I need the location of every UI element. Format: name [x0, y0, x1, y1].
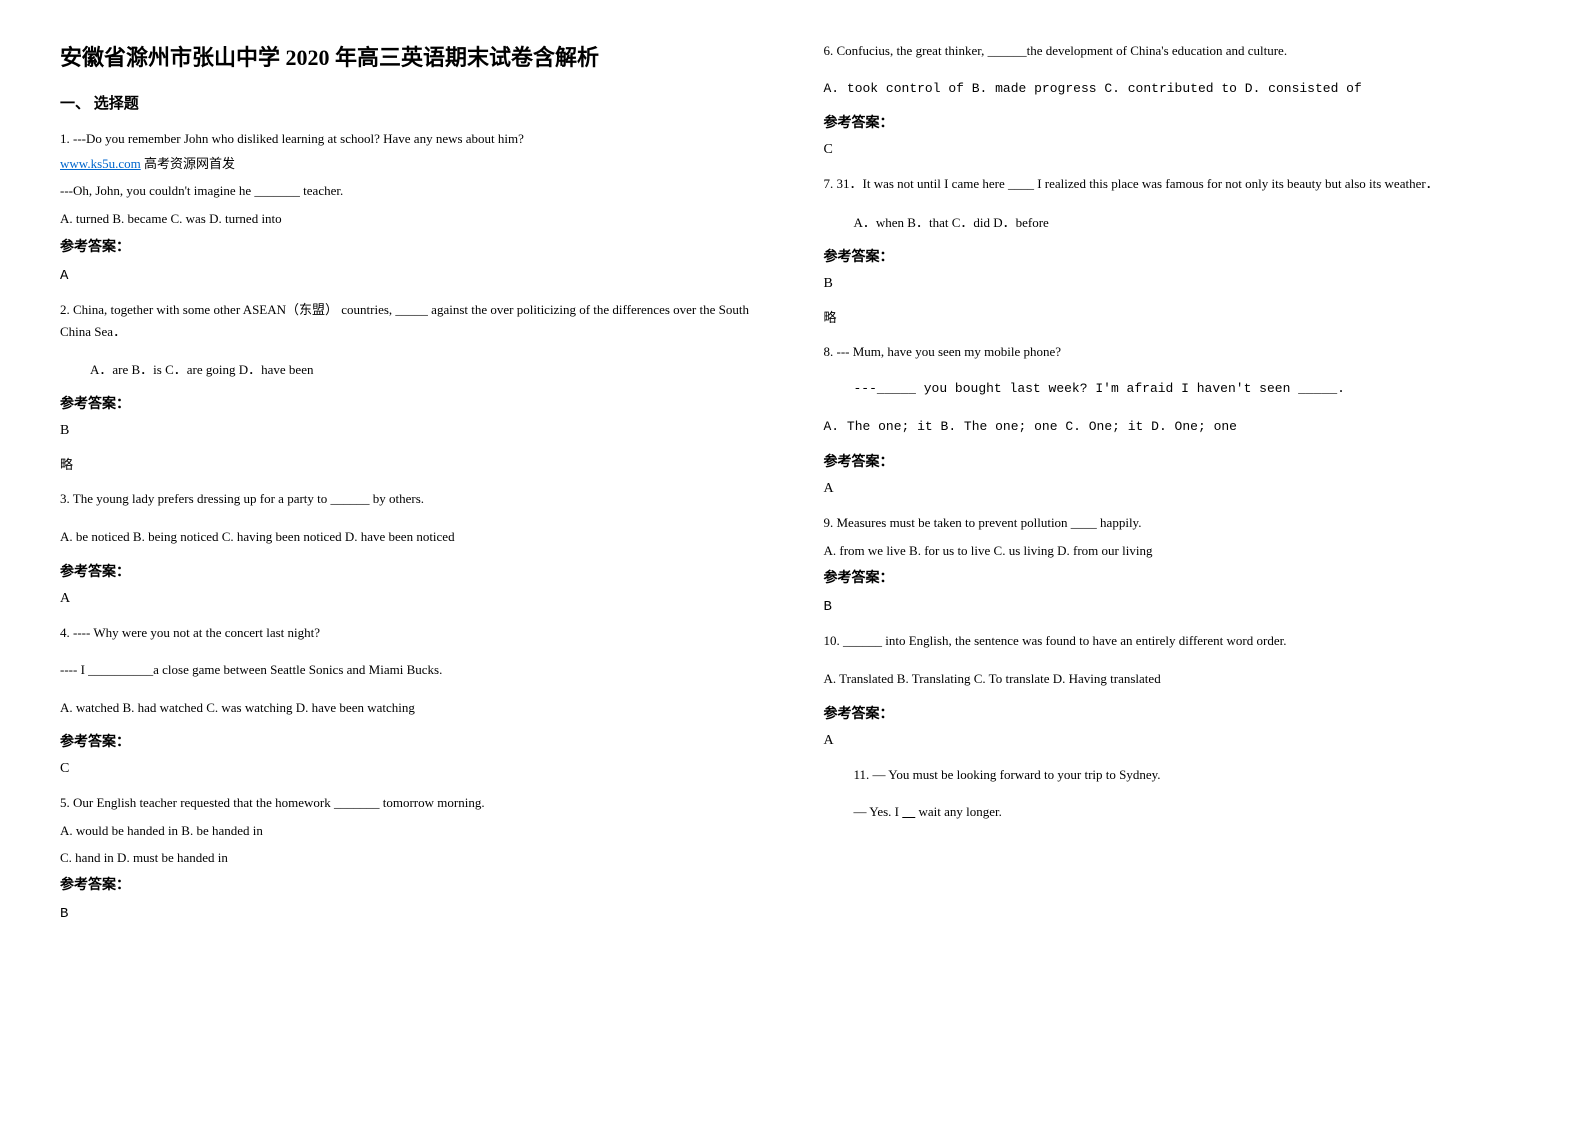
q10-answer: A [824, 733, 1528, 749]
q1-link-line: www.ks5u.com 高考资源网首发 [60, 153, 764, 175]
q6-answer: C [824, 142, 1528, 158]
q2-note: 略 [60, 454, 764, 473]
q10-answer-label: 参考答案： [824, 703, 1528, 723]
q6-line1: 6. Confucius, the great thinker, ______t… [824, 40, 1528, 62]
question-11: 11. — You must be looking forward to you… [824, 764, 1528, 823]
q10-line1: 10. ______ into English, the sentence wa… [824, 630, 1528, 652]
q3-line1: 3. The young lady prefers dressing up fo… [60, 488, 764, 510]
question-2: 2. China, together with some other ASEAN… [60, 299, 764, 382]
q2-options: A．are B．is C．are going D．have been [60, 358, 764, 381]
q2-answer: B [60, 423, 764, 439]
question-5: 5. Our English teacher requested that th… [60, 792, 764, 894]
q7-line1: 7. 31．It was not until I came here ____ … [824, 173, 1528, 195]
q7-options: A．when B．that C．did D．before [824, 211, 1528, 234]
q7-note: 略 [824, 307, 1528, 326]
q1-answer-label: 参考答案： [60, 236, 764, 256]
q4-line2: ---- I __________a close game between Se… [60, 659, 764, 681]
q8-answer-label: 参考答案： [824, 451, 1528, 471]
q6-answer-label: 参考答案： [824, 112, 1528, 132]
question-10: 10. ______ into English, the sentence wa… [824, 630, 1528, 690]
q8-options: A. The one; it B. The one; one C. One; i… [824, 415, 1528, 438]
q5-answer-label: 参考答案： [60, 874, 764, 894]
q10-options: A. Translated B. Translating C. To trans… [824, 667, 1528, 690]
section-heading: 一、 选择题 [60, 92, 764, 113]
q5-opt-c: C. hand in D. must be handed in [60, 846, 764, 869]
question-3: 3. The young lady prefers dressing up fo… [60, 488, 764, 548]
q9-line1: 9. Measures must be taken to prevent pol… [824, 512, 1528, 534]
q2-line1: 2. China, together with some other ASEAN… [60, 299, 764, 343]
q7-answer-label: 参考答案： [824, 246, 1528, 266]
question-9: 9. Measures must be taken to prevent pol… [824, 512, 1528, 587]
q5-line1: 5. Our English teacher requested that th… [60, 792, 764, 814]
question-8: 8. --- Mum, have you seen my mobile phon… [824, 341, 1528, 439]
right-column: 6. Confucius, the great thinker, ______t… [824, 40, 1528, 937]
q7-answer: B [824, 276, 1528, 292]
q6-options: A. took control of B. made progress C. c… [824, 77, 1528, 100]
q1-link[interactable]: www.ks5u.com [60, 156, 141, 171]
q4-line1: 4. ---- Why were you not at the concert … [60, 622, 764, 644]
q4-answer-label: 参考答案： [60, 731, 764, 751]
q3-answer: A [60, 591, 764, 607]
q4-options: A. watched B. had watched C. was watchin… [60, 696, 764, 719]
q9-options: A. from we live B. for us to live C. us … [824, 539, 1528, 562]
q1-line2: ---Oh, John, you couldn't imagine he ___… [60, 180, 764, 202]
question-4: 4. ---- Why were you not at the concert … [60, 622, 764, 720]
q1-answer: A [60, 268, 764, 284]
q9-answer: B [824, 599, 1528, 615]
page-container: 安徽省滁州市张山中学 2020 年高三英语期末试卷含解析 一、 选择题 1. -… [60, 40, 1527, 937]
q8-answer: A [824, 481, 1528, 497]
q1-options: A. turned B. became C. was D. turned int… [60, 207, 764, 230]
q5-opt-a: A. would be handed in B. be handed in [60, 819, 764, 842]
left-column: 安徽省滁州市张山中学 2020 年高三英语期末试卷含解析 一、 选择题 1. -… [60, 40, 764, 937]
question-6: 6. Confucius, the great thinker, ______t… [824, 40, 1528, 100]
q8-line2: ---_____ you bought last week? I'm afrai… [824, 378, 1528, 400]
document-title: 安徽省滁州市张山中学 2020 年高三英语期末试卷含解析 [60, 40, 764, 72]
q4-answer: C [60, 761, 764, 777]
q3-answer-label: 参考答案： [60, 561, 764, 581]
q1-link-suffix: 高考资源网首发 [141, 156, 235, 171]
question-7: 7. 31．It was not until I came here ____ … [824, 173, 1528, 233]
question-1: 1. ---Do you remember John who disliked … [60, 128, 764, 256]
q11-line2: — Yes. I wait any longer. [854, 801, 1528, 823]
q11-line1: 11. — You must be looking forward to you… [854, 764, 1528, 786]
q1-line1: 1. ---Do you remember John who disliked … [60, 128, 764, 150]
q2-answer-label: 参考答案： [60, 393, 764, 413]
q9-answer-label: 参考答案： [824, 567, 1528, 587]
q5-answer: B [60, 906, 764, 922]
q3-options: A. be noticed B. being noticed C. having… [60, 525, 764, 548]
q8-line1: 8. --- Mum, have you seen my mobile phon… [824, 341, 1528, 363]
